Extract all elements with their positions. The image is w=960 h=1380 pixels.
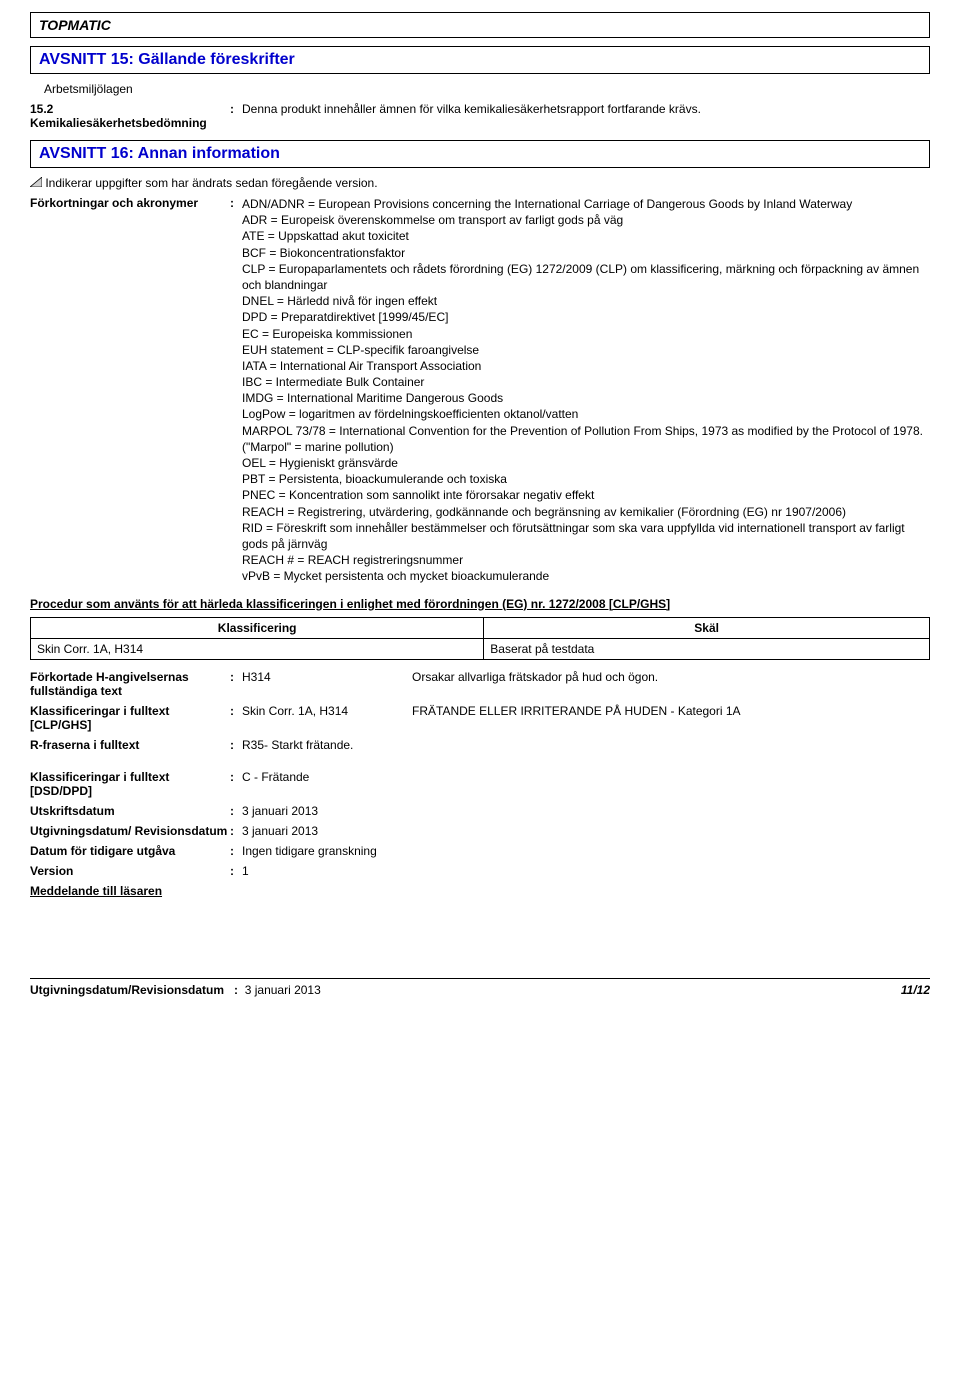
product-name: TOPMATIC [39, 17, 111, 33]
abbr-line: IBC = Intermediate Bulk Container [242, 374, 930, 390]
abbr-line: IMDG = International Maritime Dangerous … [242, 390, 930, 406]
abbr-line: vPvB = Mycket persistenta och mycket bio… [242, 568, 930, 584]
abbr-line: REACH # = REACH registreringsnummer [242, 552, 930, 568]
abbr-list: ADN/ADNR = European Provisions concernin… [242, 196, 930, 585]
abbr-line: CLP = Europaparlamentets och rådets föro… [242, 261, 930, 293]
abbr-line: EUH statement = CLP-specifik faroangivel… [242, 342, 930, 358]
footer-page-number: 11/12 [901, 983, 930, 997]
colon: : [230, 196, 242, 585]
section-16-heading: AVSNITT 16: Annan information [39, 145, 921, 163]
section-15-box: AVSNITT 15: Gällande föreskrifter [30, 46, 930, 74]
colon: : [230, 102, 242, 130]
change-marker-icon [30, 177, 42, 187]
table-cell-classification: Skin Corr. 1A, H314 [31, 638, 484, 659]
abbr-line: ADR = Europeisk överenskommelse om trans… [242, 212, 930, 228]
abbr-line: ADN/ADNR = European Provisions concernin… [242, 196, 930, 212]
procedure-heading: Procedur som använts för att härleda kla… [30, 597, 930, 611]
changed-note: Indikerar uppgifter som har ändrats seda… [30, 176, 930, 190]
abbr-line: BCF = Biokoncentrationsfaktor [242, 245, 930, 261]
abbr-line: DNEL = Härledd nivå för ingen effekt [242, 293, 930, 309]
abbr-line: ATE = Uppskattad akut toxicitet [242, 228, 930, 244]
prev-edition-row: Datum för tidigare utgåva : Ingen tidiga… [30, 844, 930, 858]
footer-left: Utgivningsdatum/Revisionsdatum : 3 janua… [30, 983, 321, 997]
table-row: Skin Corr. 1A, H314 Baserat på testdata [31, 638, 930, 659]
product-title-box: TOPMATIC [30, 12, 930, 38]
classification-table: Klassificering Skäl Skin Corr. 1A, H314 … [30, 617, 930, 660]
abbr-line: PNEC = Koncentration som sannolikt inte … [242, 487, 930, 503]
abbr-line: DPD = Preparatdirektivet [1999/45/EC] [242, 309, 930, 325]
table-cell-reason: Baserat på testdata [484, 638, 930, 659]
section-15-heading: AVSNITT 15: Gällande föreskrifter [39, 51, 921, 69]
section-15-row-label: 15.2 Kemikaliesäkerhetsbedömning [30, 102, 230, 130]
abbr-line: MARPOL 73/78 = International Convention … [242, 423, 930, 455]
h-statements-row: Förkortade H-angivelsernas fullständiga … [30, 670, 930, 698]
abbr-line: PBT = Persistenta, bioackumulerande och … [242, 471, 930, 487]
abbr-line: IATA = International Air Transport Assoc… [242, 358, 930, 374]
abbr-label: Förkortningar och akronymer [30, 196, 230, 585]
clp-fulltext-row: Klassificeringar i fulltext [CLP/GHS] : … [30, 704, 930, 732]
issue-date-row: Utgivningsdatum/ Revisionsdatum : 3 janu… [30, 824, 930, 838]
abbr-line: EC = Europeiska kommissionen [242, 326, 930, 342]
table-header-reason: Skäl [484, 617, 930, 638]
version-row: Version : 1 [30, 864, 930, 878]
print-date-row: Utskriftsdatum : 3 januari 2013 [30, 804, 930, 818]
section-15-sub: Arbetsmiljölagen [44, 82, 930, 96]
table-header-classification: Klassificering [31, 617, 484, 638]
abbr-line: RID = Föreskrift som innehåller bestämme… [242, 520, 930, 552]
dsd-fulltext-row: Klassificeringar i fulltext [DSD/DPD] : … [30, 770, 930, 798]
section-16-box: AVSNITT 16: Annan information [30, 140, 930, 168]
r-phrases-row: R-fraserna i fulltext : R35- Starkt frät… [30, 738, 930, 752]
abbr-line: LogPow = logaritmen av fördelningskoeffi… [242, 406, 930, 422]
reader-message-row: Meddelande till läsaren [30, 884, 930, 898]
page-footer: Utgivningsdatum/Revisionsdatum : 3 janua… [30, 978, 930, 997]
abbr-line: REACH = Registrering, utvärdering, godkä… [242, 504, 930, 520]
section-15-row-value: Denna produkt innehåller ämnen för vilka… [242, 102, 930, 130]
abbr-line: OEL = Hygieniskt gränsvärde [242, 455, 930, 471]
